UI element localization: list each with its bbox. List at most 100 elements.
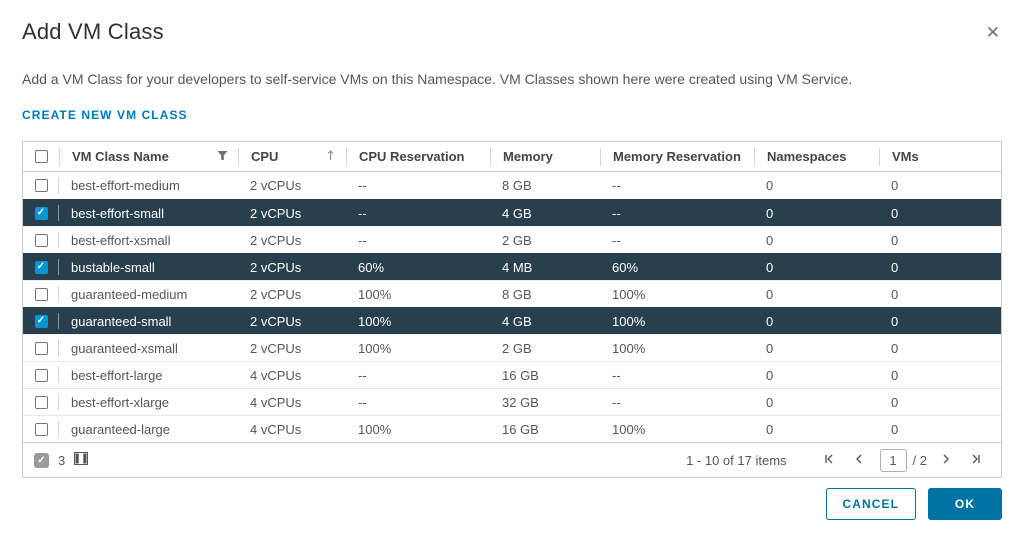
cell-namespaces: 0 (766, 205, 774, 221)
row-checkbox-cell (23, 200, 59, 226)
cell-memory: 8 GB (502, 178, 532, 193)
cell-namespaces: 0 (766, 394, 774, 410)
cell-vms: 0 (891, 286, 899, 302)
dialog-description: Add a VM Class for your developers to se… (22, 71, 853, 87)
cancel-button[interactable]: CANCEL (825, 488, 916, 520)
cell-memory: 4 GB (502, 205, 532, 221)
create-new-vm-class-link[interactable]: CREATE NEW VM CLASS (22, 108, 188, 122)
cell-namespaces: 0 (766, 340, 774, 356)
column-header-label: CPU Reservation (359, 149, 465, 164)
cell-vm-class-name: best-effort-large (71, 367, 163, 383)
cell-cpu: 4 vCPUs (250, 421, 302, 437)
column-header-label: Namespaces (767, 149, 847, 164)
cell-vm-class-name: guaranteed-xsmall (71, 340, 178, 356)
previous-page-button[interactable] (844, 448, 874, 473)
cell-vms: 0 (891, 178, 899, 193)
row-checkbox[interactable] (34, 368, 48, 382)
cell-vm-class-name: best-effort-medium (71, 178, 180, 193)
row-checkbox[interactable] (34, 341, 48, 355)
column-header-cpu[interactable]: CPU ↑ (238, 147, 346, 166)
ok-button[interactable]: OK (928, 488, 1002, 520)
pagination-range-label: 1 - 10 of 17 items (686, 452, 787, 468)
column-header-vm-class-name[interactable]: VM Class Name (59, 147, 238, 166)
cell-memory-reservation: -- (612, 232, 621, 248)
row-checkbox[interactable] (34, 287, 48, 301)
row-checkbox-cell (23, 172, 59, 199)
row-checkbox-cell (23, 416, 59, 442)
cell-vm-class-name: guaranteed-large (71, 421, 171, 437)
column-header-memory-reservation[interactable]: Memory Reservation (600, 147, 754, 166)
selected-indicator-checkbox-icon (34, 452, 49, 468)
row-checkbox[interactable] (34, 233, 48, 247)
cell-cpu: 4 vCPUs (250, 394, 302, 410)
cell-cpu-reservation: 100% (358, 313, 392, 329)
row-checkbox[interactable] (34, 260, 48, 274)
row-checkbox[interactable] (34, 314, 48, 328)
cell-vms: 0 (891, 259, 899, 275)
column-header-cpu-reservation[interactable]: CPU Reservation (346, 147, 490, 166)
first-page-icon (822, 452, 836, 469)
select-all-checkbox[interactable] (34, 150, 48, 163)
cell-vms: 0 (891, 421, 899, 437)
table-row[interactable]: guaranteed-medium 2 vCPUs 100% 8 GB 100%… (23, 280, 1001, 307)
row-checkbox[interactable] (34, 179, 48, 192)
cell-cpu-reservation: -- (358, 367, 367, 383)
cell-memory: 16 GB (502, 421, 539, 437)
table-row[interactable]: best-effort-small 2 vCPUs -- 4 GB -- 0 0 (23, 199, 1001, 226)
vm-class-datagrid: VM Class Name CPU ↑ CPU Reservation Memo… (22, 141, 1002, 478)
row-checkbox-cell (23, 281, 59, 307)
cell-cpu-reservation: 100% (358, 421, 392, 437)
table-body: best-effort-medium 2 vCPUs -- 8 GB -- 0 … (23, 172, 1001, 442)
cell-vms: 0 (891, 313, 899, 329)
page-number-input[interactable] (879, 448, 907, 472)
cell-cpu: 2 vCPUs (250, 232, 302, 248)
cell-memory-reservation: -- (612, 205, 621, 221)
cell-vm-class-name: bustable-small (71, 259, 155, 275)
cell-cpu: 2 vCPUs (250, 259, 302, 275)
cell-memory-reservation: -- (612, 394, 621, 410)
close-button[interactable]: ✕ (984, 19, 1002, 48)
cell-memory-reservation: 100% (612, 340, 646, 356)
table-row[interactable]: guaranteed-large 4 vCPUs 100% 16 GB 100%… (23, 415, 1001, 442)
selected-count: 3 (58, 452, 66, 468)
row-checkbox[interactable] (34, 422, 48, 436)
columns-icon (74, 452, 89, 468)
table-row[interactable]: bustable-small 2 vCPUs 60% 4 MB 60% 0 0 (23, 253, 1001, 280)
table-row[interactable]: best-effort-medium 2 vCPUs -- 8 GB -- 0 … (23, 172, 1001, 199)
table-row[interactable]: guaranteed-xsmall 2 vCPUs 100% 2 GB 100%… (23, 334, 1001, 361)
cell-cpu: 2 vCPUs (250, 178, 302, 193)
first-page-button[interactable] (814, 448, 844, 473)
cell-cpu: 2 vCPUs (250, 340, 302, 356)
table-row[interactable]: best-effort-xsmall 2 vCPUs -- 2 GB -- 0 … (23, 226, 1001, 253)
row-checkbox-cell (23, 362, 59, 388)
column-header-vms[interactable]: VMs (879, 147, 1001, 166)
cell-vm-class-name: best-effort-xsmall (71, 232, 171, 248)
column-header-memory[interactable]: Memory (490, 147, 600, 166)
cell-cpu-reservation: -- (358, 394, 367, 410)
last-page-button[interactable] (961, 448, 991, 473)
table-row[interactable]: guaranteed-small 2 vCPUs 100% 4 GB 100% … (23, 307, 1001, 334)
pagination: 1 - 10 of 17 items / 2 (686, 448, 991, 473)
cell-vms: 0 (891, 232, 899, 248)
cell-vm-class-name: best-effort-xlarge (71, 394, 170, 410)
previous-page-icon (852, 452, 866, 469)
next-page-button[interactable] (931, 448, 961, 473)
cell-cpu-reservation: -- (358, 205, 367, 221)
datagrid-footer: 3 1 - 10 of 17 items / 2 (23, 442, 1001, 477)
table-row[interactable]: best-effort-large 4 vCPUs -- 16 GB -- 0 … (23, 361, 1001, 388)
cell-cpu: 2 vCPUs (250, 286, 302, 302)
column-picker-button[interactable] (74, 452, 89, 468)
filter-icon[interactable] (217, 149, 228, 164)
dialog-header: Add VM Class ✕ (22, 0, 1002, 48)
column-header-namespaces[interactable]: Namespaces (754, 147, 879, 166)
column-header-label: VMs (892, 149, 919, 164)
table-row[interactable]: best-effort-xlarge 4 vCPUs -- 32 GB -- 0… (23, 388, 1001, 415)
row-checkbox[interactable] (34, 206, 48, 220)
row-checkbox[interactable] (34, 395, 48, 409)
close-icon: ✕ (985, 23, 1000, 43)
cell-vms: 0 (891, 367, 899, 383)
row-checkbox-cell (23, 227, 59, 253)
cell-memory-reservation: -- (612, 178, 621, 193)
cell-namespaces: 0 (766, 421, 774, 437)
